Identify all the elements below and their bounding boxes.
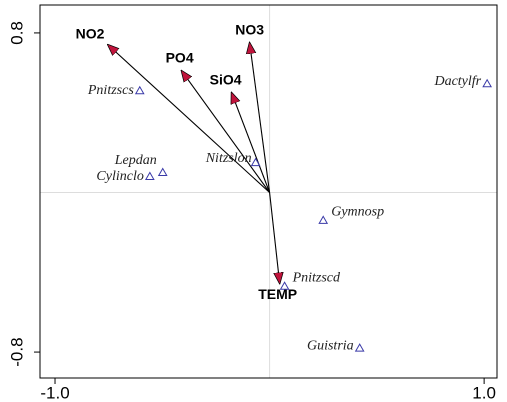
species-label: Lepdan: [114, 153, 157, 168]
env-arrow: [108, 45, 270, 193]
env-label: SiO4: [210, 71, 242, 87]
species-label: Guistria: [307, 338, 354, 353]
env-label: PO4: [166, 50, 194, 66]
species-label: Cylinclo: [96, 169, 143, 184]
species-point: [354, 343, 365, 352]
species-label: Pnitzscs: [87, 83, 134, 98]
species-point: [482, 78, 492, 88]
species-point: [279, 281, 290, 290]
species-point: [318, 215, 329, 224]
species-point: [144, 171, 155, 181]
plot-frame: [39, 4, 498, 379]
env-label: NO2: [76, 26, 105, 42]
y-tick-label: -0.8: [7, 337, 26, 366]
env-arrow: [182, 71, 271, 193]
species-point: [157, 167, 168, 177]
species-label: Dactylfr: [433, 74, 481, 89]
species-label: Gymnosp: [331, 205, 384, 220]
species-label: Nitzslon: [205, 151, 252, 166]
species-point: [250, 157, 261, 167]
y-tick-label: 0.8: [7, 21, 26, 45]
species-point: [134, 85, 145, 95]
env-arrow: [232, 93, 271, 193]
env-label: NO3: [235, 22, 264, 38]
x-tick-label: -1.0: [40, 383, 69, 402]
x-tick-label: 1.0: [472, 383, 496, 402]
env-arrow: [250, 43, 271, 193]
species-label: Pnitzscd: [292, 270, 341, 285]
env-label: TEMP: [258, 286, 297, 302]
env-arrow: [269, 192, 280, 283]
